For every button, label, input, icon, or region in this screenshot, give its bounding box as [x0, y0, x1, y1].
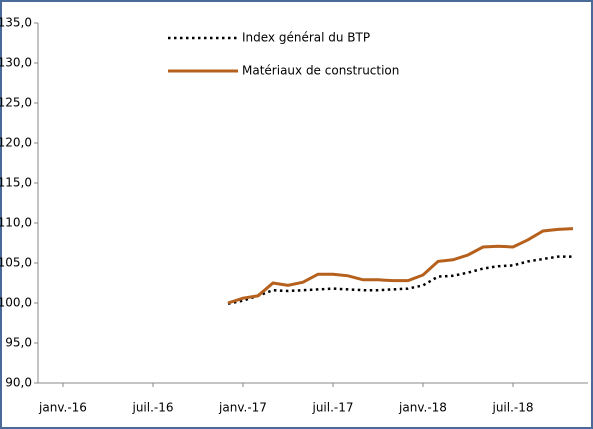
- x-tick-label: janv.-18: [398, 401, 447, 415]
- y-tick-label: 120,0: [0, 136, 32, 150]
- y-tick-label: 130,0: [0, 56, 32, 70]
- series-line: [227, 255, 573, 306]
- y-tick-label: 105,0: [0, 256, 32, 270]
- legend-label: Matériaux de construction: [242, 64, 399, 78]
- series-line: [227, 227, 574, 305]
- x-tick-label: juil.-17: [311, 401, 353, 415]
- x-tick-label: janv.-17: [218, 401, 267, 415]
- y-tick-label: 100,0: [0, 296, 32, 310]
- x-tick-label: janv.-16: [38, 401, 87, 415]
- y-tick-label: 125,0: [0, 96, 32, 110]
- y-tick-label: 135,0: [0, 16, 32, 30]
- y-tick-label: 115,0: [0, 176, 32, 190]
- x-tick-label: juil.-16: [131, 401, 173, 415]
- legend-label: Index général du BTP: [242, 31, 370, 45]
- x-tick-label: juil.-18: [491, 401, 533, 415]
- y-tick-label: 95,0: [5, 336, 32, 350]
- y-tick-label: 90,0: [5, 376, 32, 390]
- y-tick-label: 110,0: [0, 216, 32, 230]
